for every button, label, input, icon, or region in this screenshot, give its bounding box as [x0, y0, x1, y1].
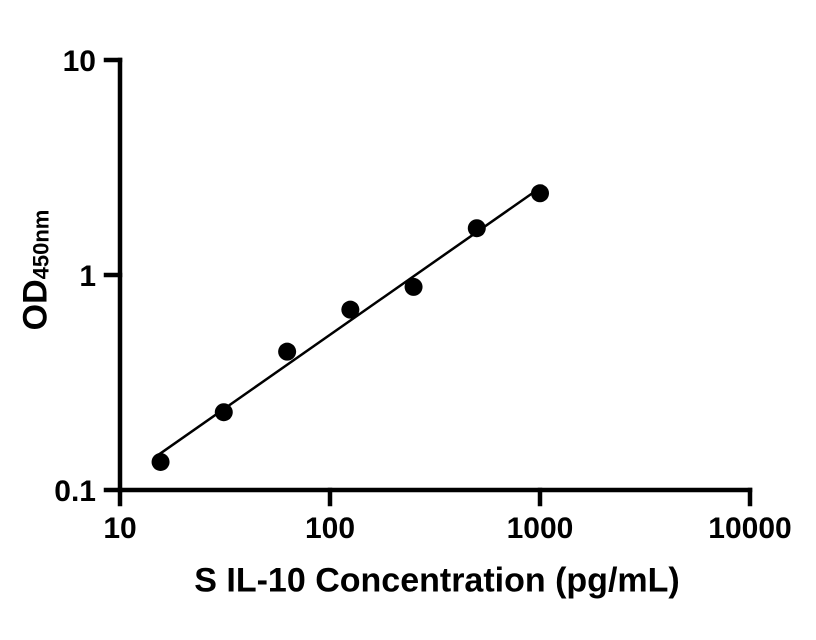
- data-point: [214, 403, 233, 422]
- x-tick-label: 100: [305, 512, 355, 545]
- y-tick-label: 1: [79, 260, 96, 293]
- data-point: [467, 219, 486, 238]
- y-tick-label: 10: [63, 45, 96, 78]
- x-tick-label: 10000: [708, 512, 791, 545]
- x-tick-label: 10: [103, 512, 136, 545]
- data-point: [531, 184, 549, 203]
- trend-line: [156, 184, 545, 457]
- y-axis-label: OD450nm: [17, 210, 56, 331]
- x-axis-title: S IL-10 Concentration (pg/mL): [194, 561, 680, 600]
- x-tick-label: 1000: [507, 512, 574, 545]
- data-point: [278, 342, 297, 361]
- data-point: [404, 277, 423, 296]
- data-point: [341, 300, 360, 319]
- y-tick-label: 0.1: [54, 475, 96, 508]
- y-axis-label-subscript: 450nm: [28, 209, 54, 280]
- y-axis-label-main: OD: [16, 279, 55, 331]
- data-point: [151, 452, 170, 471]
